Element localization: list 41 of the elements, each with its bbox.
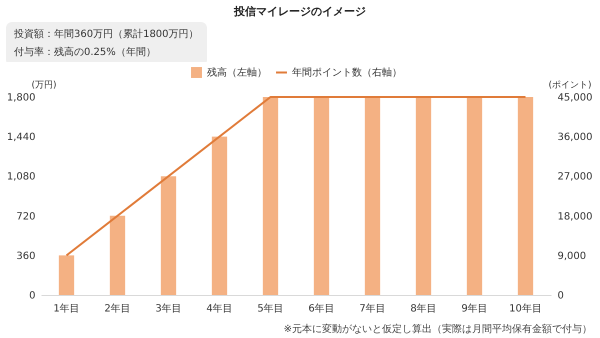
y2-tick-label: 27,000	[558, 172, 592, 183]
y2-tick-label: 45,000	[558, 92, 592, 104]
legend-label: 残高（左軸）	[207, 66, 267, 78]
bar	[518, 97, 534, 295]
x-tick-label: 9年目	[461, 302, 488, 314]
bar	[364, 97, 380, 295]
text: 付与率：残高の0.25%（年間）	[14, 46, 157, 60]
x-tick-label: 7年目	[359, 302, 386, 314]
x-tick-label: 1年目	[53, 302, 80, 314]
x-tick-label: 8年目	[410, 302, 437, 314]
bar	[466, 97, 482, 295]
y2-tick-label: 18,000	[558, 211, 592, 222]
x-tick-label: 4年目	[206, 302, 233, 314]
y-tick-label: 360	[16, 250, 36, 262]
y-tick-label: 1,800	[6, 92, 36, 104]
bar	[262, 97, 278, 295]
legend-label: 年間ポイント数（右軸）	[292, 66, 402, 78]
x-tick-label: 3年目	[155, 302, 182, 314]
y-tick-label: 1,080	[6, 172, 36, 183]
y-axis-title: (万円)	[32, 80, 57, 90]
y2-axis-title: (ポイント)	[548, 80, 592, 90]
y2-tick-label: 36,000	[558, 132, 592, 144]
bar	[416, 97, 432, 295]
y-tick-label: 720	[16, 211, 36, 222]
x-tick-label: 5年目	[257, 302, 284, 314]
bar	[212, 136, 228, 295]
x-tick-label: 2年目	[104, 302, 131, 314]
y2-tick-label: 9,000	[558, 250, 586, 262]
line-series	[66, 96, 526, 256]
text: 投資額：年間360万円（累計1800万円）	[14, 28, 199, 42]
bar	[160, 176, 176, 295]
bar	[58, 255, 74, 295]
y-tick-label: 1,440	[6, 132, 36, 144]
y2-tick-label: 0	[558, 290, 564, 302]
bar	[110, 216, 126, 295]
x-tick-label: 10年目	[509, 302, 542, 314]
chart-title: 投信マイレージのイメージ	[232, 4, 367, 19]
bar	[314, 97, 330, 295]
x-tick-label: 6年目	[308, 302, 335, 314]
y-tick-label: 0	[29, 290, 36, 302]
text: ※元本に変動がないと仮定し算出（実際は月間平均保有金額で付与）	[284, 322, 592, 336]
